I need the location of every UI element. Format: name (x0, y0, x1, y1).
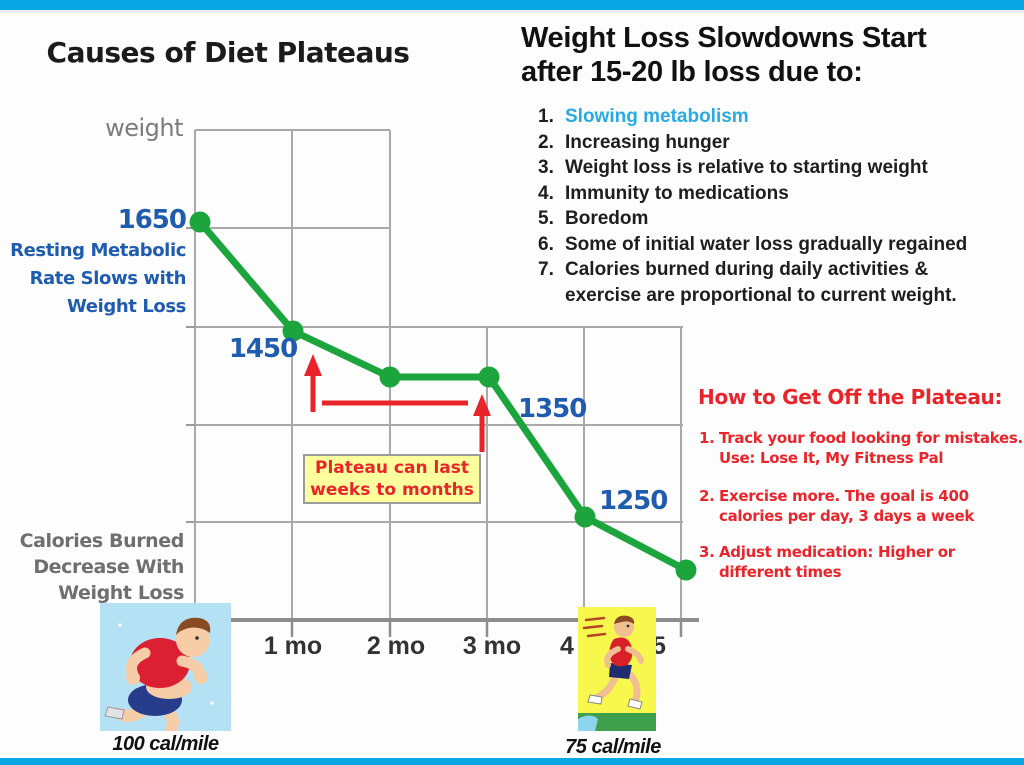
right-title: Weight Loss Slowdowns Start after 15-20 … (521, 22, 927, 88)
item-text: Some of initial water loss gradually reg… (565, 233, 968, 255)
fit-runner-caption: 75 cal/mile (565, 736, 661, 758)
point-label-1250: 1250 (599, 486, 668, 516)
list-item: 3. Weight loss is relative to starting w… (538, 155, 1024, 181)
item-number: 4. (538, 182, 554, 204)
list-item: 5. Boredom (538, 206, 1024, 232)
calories-burned-note: Calories Burned Decrease With Weight Los… (19, 530, 185, 604)
item-number: 3. (538, 157, 554, 178)
plateau-callout: Plateau can last weeks to months (303, 454, 481, 504)
fit-runner-figure (587, 615, 644, 710)
tip-item: 3. Adjust medication: Higher or differen… (699, 543, 1024, 582)
x-tick-label-1mo: 1 mo (263, 632, 323, 660)
y-axis-ticks (186, 227, 195, 523)
item-text: Increasing hunger (565, 131, 730, 153)
tip-item: 1. Track your food looking for mistakes.… (699, 429, 1024, 468)
overweight-runner-caption: 100 cal/mile (112, 733, 219, 755)
plateau-arrow-right (473, 394, 491, 452)
list-item: 2. Increasing hunger (538, 130, 1024, 156)
list-item: 1. Slowing metabolism (538, 104, 1024, 130)
x-tick-label-2mo: 2 mo (366, 632, 426, 660)
item-number: 3. (699, 543, 715, 561)
item-text: Immunity to medications (565, 182, 789, 204)
causes-list: 1. Slowing metabolism 2. Increasing hung… (538, 104, 1024, 308)
item-text: Slowing metabolism (565, 106, 749, 127)
item-text: Boredom (565, 208, 649, 229)
item-number: 2. (538, 131, 554, 153)
plateau-annotation (304, 354, 491, 452)
top-accent-bar (0, 0, 1024, 13)
x-tick-label-4: 4 (560, 632, 574, 660)
point-label-1350: 1350 (518, 394, 587, 424)
item-text: Exercise more. The goal is 400 calories … (719, 487, 974, 525)
overweight-runner-image (100, 603, 231, 731)
point-label-1650: 1650 (117, 205, 187, 235)
list-item: 4. Immunity to medications (538, 181, 1024, 207)
plateau-arrow-left (304, 354, 322, 412)
list-item: 6. Some of initial water loss gradually … (538, 232, 1024, 258)
item-text: Track your food looking for mistakes. Us… (719, 429, 1023, 467)
y-axis-label: weight (105, 114, 183, 142)
item-number: 2. (699, 487, 715, 505)
overweight-runner-figure (104, 617, 211, 731)
tip-item: 2. Exercise more. The goal is 400 calori… (699, 487, 1024, 526)
item-text: Calories burned during daily activities … (565, 259, 957, 306)
list-item: 7. Calories burned during daily activiti… (538, 257, 1024, 308)
item-text: Adjust medication: Higher or different t… (719, 543, 955, 581)
resting-metabolic-note: Resting Metabolic Rate Slows with Weight… (10, 240, 186, 317)
item-number: 1. (538, 106, 554, 127)
speed-lines (582, 616, 607, 638)
left-title: Causes of Diet Plateaus (46, 36, 410, 69)
item-number: 1. (699, 429, 715, 447)
weight-line-series (189, 211, 697, 581)
fit-runner-image (578, 607, 656, 731)
bottom-accent-bar (0, 758, 1024, 765)
item-text: Weight loss is relative to starting weig… (565, 157, 928, 178)
x-tick-label-3mo: 3 mo (462, 632, 522, 660)
item-number: 7. (538, 259, 554, 280)
point-label-1450: 1450 (228, 334, 298, 364)
tips-heading: How to Get Off the Plateau: (698, 385, 1003, 409)
item-number: 5. (538, 208, 554, 229)
item-number: 6. (538, 233, 554, 255)
